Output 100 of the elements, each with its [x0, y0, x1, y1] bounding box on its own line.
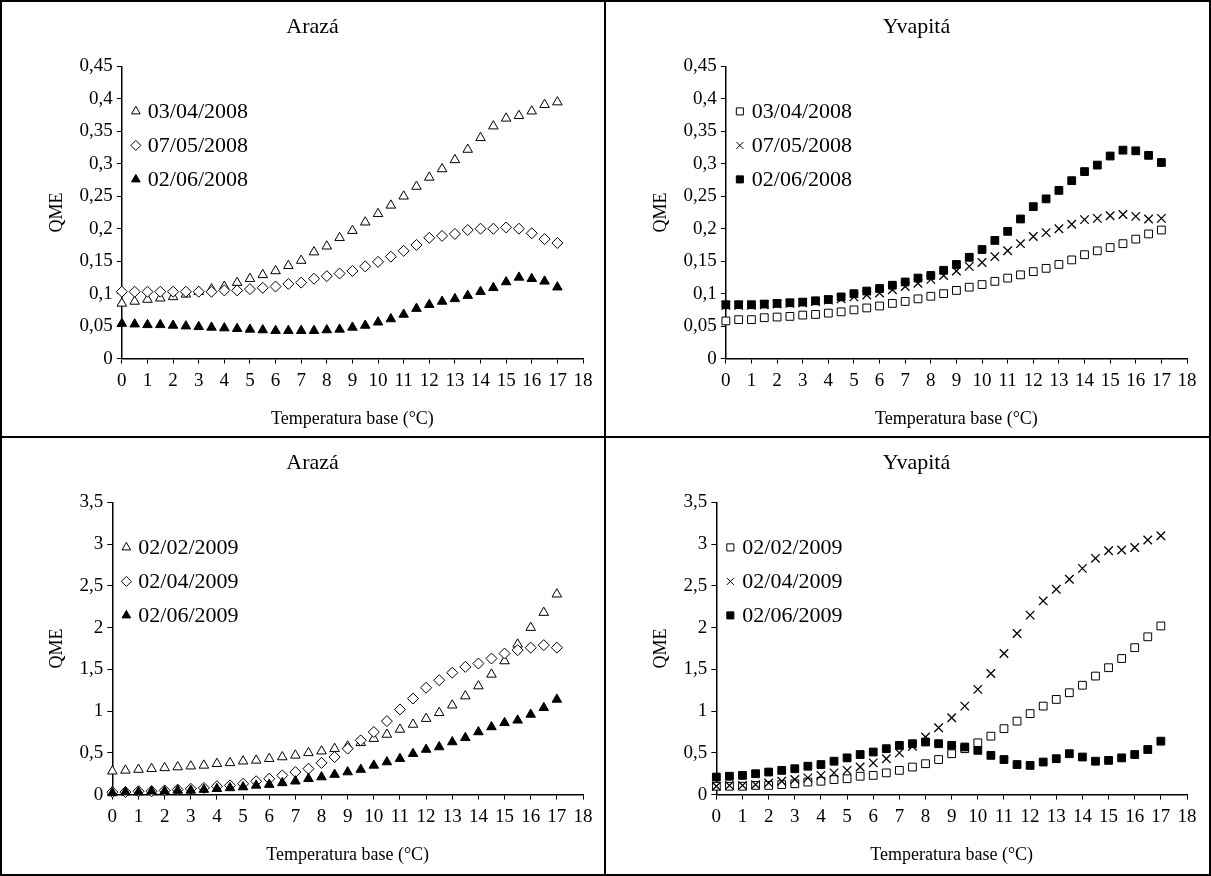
y-tick-label: 0	[103, 346, 113, 368]
x-tick-label: 12	[1020, 804, 1040, 826]
y-tick-label: 1,5	[79, 657, 104, 679]
x-tick-label: 2	[168, 368, 178, 390]
legend-label: 02/02/2009	[138, 534, 239, 560]
x-tick-label: 14	[1075, 368, 1095, 390]
x-tick-label: 17	[547, 804, 567, 826]
x-tick-label: 4	[816, 804, 827, 826]
x-tick-label: 14	[1072, 804, 1093, 826]
legend-label: 02/04/2009	[742, 568, 843, 594]
x-tick-label: 9	[347, 368, 358, 390]
y-tick-label: 0,3	[693, 151, 717, 173]
y-tick-label: 0,2	[693, 216, 717, 238]
x-tick-label: 8	[316, 804, 327, 826]
x-tick-label: 15	[496, 368, 516, 390]
x-tick-label: 15	[495, 804, 515, 826]
x-tick-label: 11	[998, 368, 1017, 390]
x-tick-label: 18	[1177, 804, 1197, 826]
x-tick-label: 16	[521, 804, 541, 826]
x-tick-label: 6	[264, 804, 274, 826]
x-tick-label: 6	[868, 804, 878, 826]
x-tick-label: 10	[364, 804, 384, 826]
chart-title: Yvapitá	[882, 448, 951, 474]
x-tick-label: 8	[322, 368, 332, 390]
y-tick-label: 0,25	[79, 184, 113, 206]
legend-label: 03/04/2008	[147, 98, 249, 124]
x-tick-label: 6	[874, 368, 885, 390]
y-tick-label: 0,05	[683, 314, 717, 336]
y-tick-label: 0	[697, 782, 708, 804]
legend-label: 02/06/2009	[138, 602, 239, 628]
x-tick-label: 6	[270, 368, 281, 390]
y-tick-label: 2	[697, 615, 708, 637]
y-tick-label: 0,45	[683, 54, 717, 76]
x-tick-label: 1	[737, 804, 748, 826]
x-tick-label: 13	[1046, 804, 1066, 826]
y-axis-title: QME	[45, 192, 66, 233]
x-tick-label: 5	[245, 368, 255, 390]
legend-label: 07/05/2008	[751, 132, 853, 158]
x-tick-label: 4	[823, 368, 834, 390]
y-tick-label: 2,5	[683, 573, 708, 595]
y-tick-label: 0,5	[79, 740, 104, 762]
y-tick-label: 1	[93, 699, 104, 721]
x-tick-label: 2	[772, 368, 782, 390]
y-tick-label: 0,5	[683, 740, 708, 762]
chart-title: Arazá	[286, 448, 339, 474]
legend-label: 02/06/2008	[147, 166, 249, 192]
legend-label: 02/02/2009	[742, 534, 843, 560]
y-tick-label: 0	[93, 782, 104, 804]
x-tick-label: 12	[1023, 368, 1043, 390]
x-tick-label: 15	[1099, 804, 1119, 826]
x-tick-label: 13	[1049, 368, 1069, 390]
y-axis-title: QME	[649, 192, 670, 233]
y-tick-label: 3	[697, 532, 708, 554]
y-tick-label: 0,15	[683, 249, 717, 271]
x-tick-label: 18	[573, 804, 593, 826]
x-tick-label: 0	[117, 368, 127, 390]
y-tick-label: 1,5	[683, 657, 708, 679]
y-tick-label: 1	[697, 699, 708, 721]
x-tick-label: 15	[1100, 368, 1120, 390]
y-tick-label: 2,5	[79, 573, 104, 595]
y-tick-label: 0,35	[79, 119, 113, 141]
y-tick-label: 0,25	[683, 184, 717, 206]
x-tick-label: 9	[342, 804, 353, 826]
x-tick-label: 13	[442, 804, 462, 826]
x-tick-label: 18	[573, 368, 593, 390]
x-tick-label: 16	[1125, 804, 1145, 826]
x-tick-label: 11	[994, 804, 1014, 826]
x-tick-label: 17	[547, 368, 567, 390]
x-axis-title: Temperatura base (°C)	[870, 843, 1034, 865]
legend-label: 03/04/2008	[751, 98, 853, 124]
y-tick-label: 3,5	[683, 490, 708, 512]
y-tick-label: 2	[93, 615, 104, 637]
x-axis-title: Temperatura base (°C)	[270, 407, 434, 429]
y-tick-label: 0,1	[89, 281, 113, 303]
y-tick-label: 3,5	[79, 490, 104, 512]
y-tick-label: 0,1	[693, 281, 717, 303]
x-tick-label: 4	[219, 368, 230, 390]
y-axis-title: QME	[649, 628, 670, 669]
x-tick-label: 12	[419, 368, 439, 390]
x-tick-label: 17	[1151, 368, 1171, 390]
x-tick-label: 18	[1177, 368, 1197, 390]
legend-label: 02/06/2009	[742, 602, 843, 628]
y-tick-label: 0	[707, 346, 717, 368]
x-tick-label: 8	[926, 368, 936, 390]
x-tick-label: 7	[894, 804, 905, 826]
x-tick-label: 5	[849, 368, 859, 390]
chart-title: Arazá	[286, 12, 339, 38]
x-tick-label: 2	[159, 804, 170, 826]
x-tick-label: 11	[394, 368, 413, 390]
y-tick-label: 0,3	[89, 151, 113, 173]
x-tick-label: 7	[290, 804, 301, 826]
x-tick-label: 1	[142, 368, 153, 390]
y-tick-label: 0,05	[79, 314, 113, 336]
x-tick-label: 16	[1126, 368, 1146, 390]
x-tick-label: 5	[238, 804, 248, 826]
x-axis-title: Temperatura base (°C)	[266, 843, 430, 865]
y-tick-label: 0,4	[693, 86, 718, 108]
x-tick-label: 16	[522, 368, 542, 390]
x-tick-label: 14	[468, 804, 489, 826]
x-tick-label: 3	[797, 368, 808, 390]
